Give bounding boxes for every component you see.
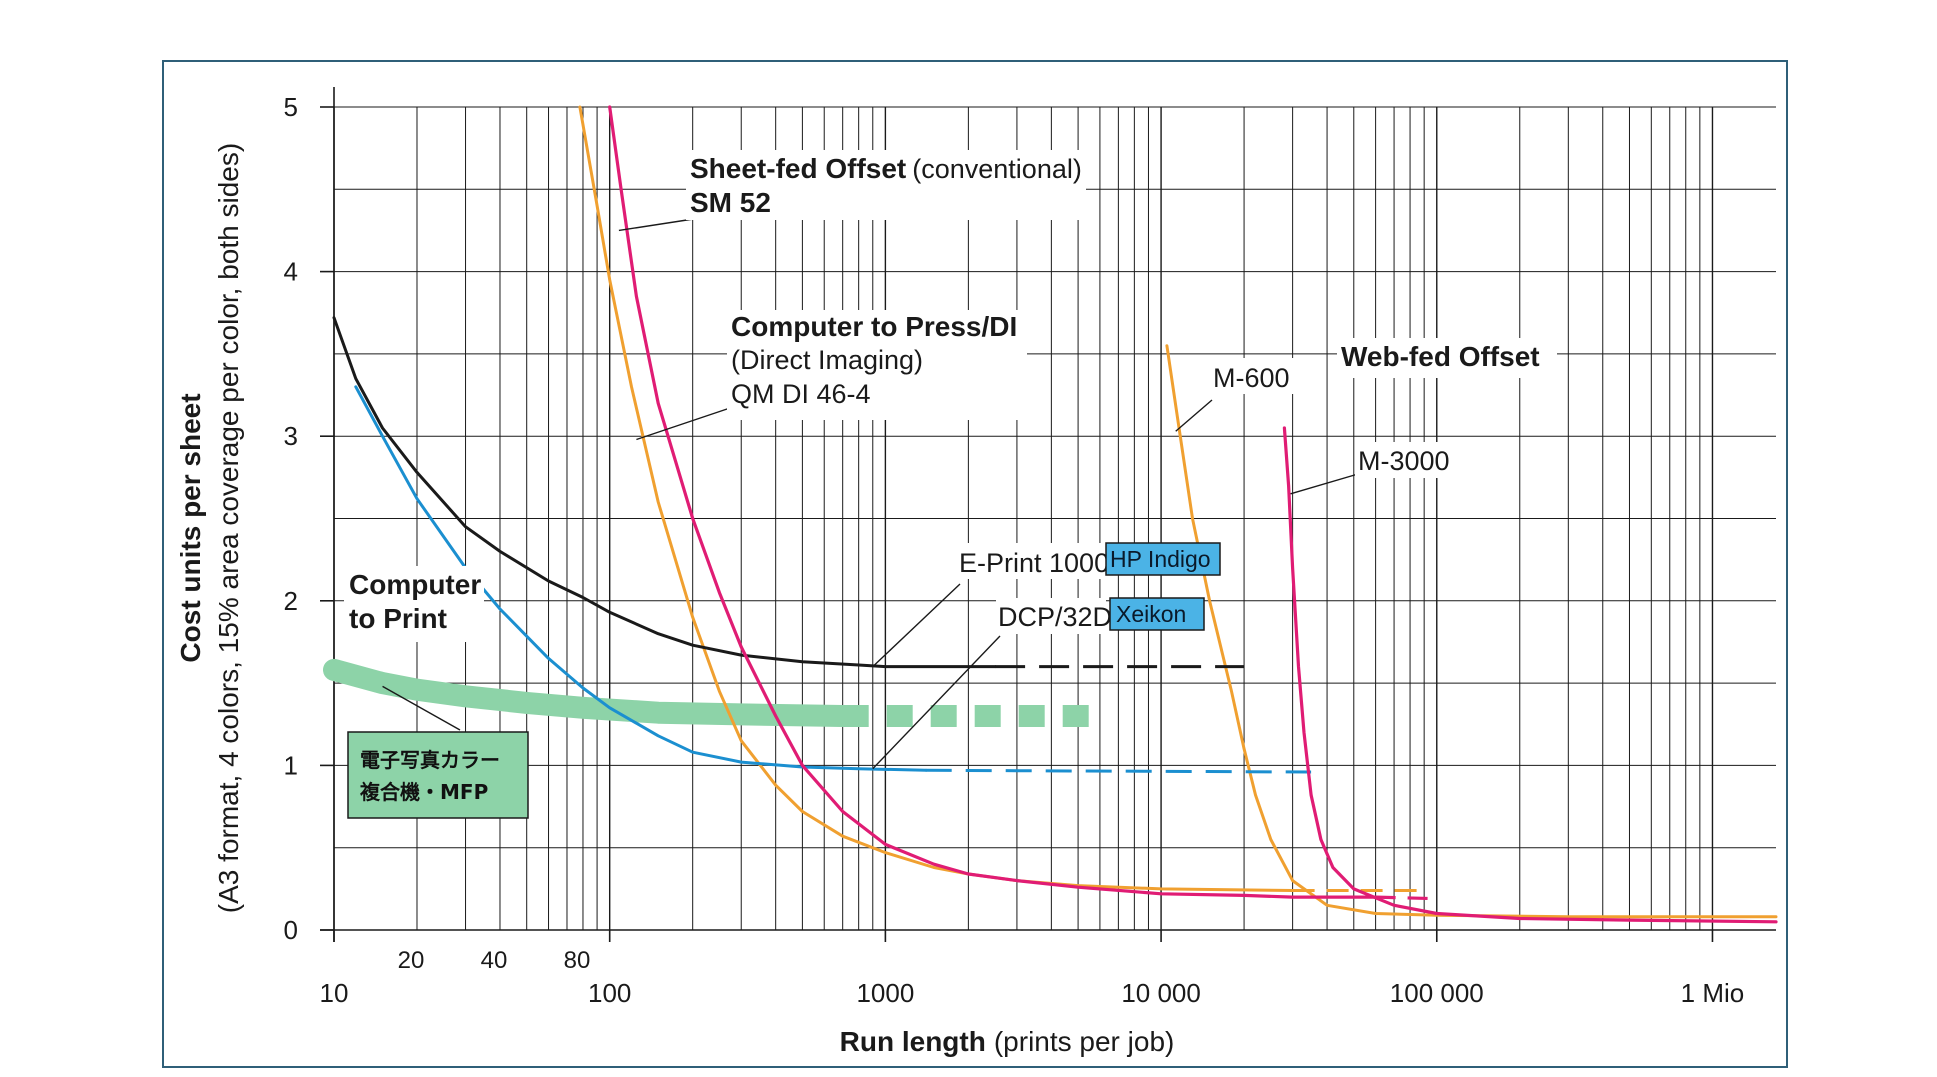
x-tick-label-minor: 20	[398, 947, 425, 974]
annotation-sm52: SM 52	[690, 187, 771, 218]
x-axis-title-rest: (prints per job)	[994, 1026, 1175, 1057]
y-axis-title-rest: (A3 format, 4 colors, 15% area coverage …	[213, 143, 244, 913]
grid	[333, 106, 1776, 930]
xeikon-badge-text: Xeikon	[1116, 601, 1186, 627]
y-tick-label: 1	[284, 750, 298, 780]
svg-text:Sheet-fed Offset(conventional): Sheet-fed Offset (conventional)	[690, 153, 1082, 184]
x-axis-title: Run length (prints per job)	[840, 1026, 1175, 1057]
series-line-m3000	[1282, 426, 1778, 924]
leader-line	[1290, 473, 1359, 495]
series-dashed-xeikon	[925, 768, 1312, 774]
annotation-m600-label: M-600	[1213, 363, 1290, 393]
annotation-sheetfed-bold: Sheet-fed Offset	[690, 153, 906, 184]
annotation-m600: M-600	[1210, 358, 1296, 394]
x-tick-label-minor: 80	[564, 947, 591, 974]
hp-indigo-badge	[1105, 542, 1221, 576]
series-line-hp_indigo	[332, 316, 997, 669]
annotation-eprint: E-Print 1000 HP Indigo	[956, 542, 1221, 579]
mfp-badge	[347, 731, 529, 819]
x-axis-title-bold: Run length	[840, 1026, 986, 1057]
x-tick-label: 10	[320, 978, 349, 1008]
series-group	[323, 105, 1778, 924]
y-tick-label: 5	[284, 92, 298, 122]
x-tick-label: 1000	[856, 978, 914, 1008]
y-tick-label: 2	[284, 586, 298, 616]
annotation-sheetfed-rest: (conventional)	[912, 154, 1082, 184]
series-line-sheetfed	[608, 105, 1378, 899]
y-tick-label: 0	[284, 915, 298, 945]
annotation-eprint-label: E-Print 1000	[959, 548, 1109, 578]
annotation-sheetfed: Sheet-fed Offset (conventional) SM 52	[686, 150, 1086, 220]
annotation-mfp-line1: 電子写真カラー	[360, 748, 500, 772]
leader-line	[382, 685, 461, 731]
annotation-ctprint-line1: Computer	[349, 569, 481, 600]
x-tick-label: 1 Mio	[1681, 978, 1745, 1008]
svg-text:Run length(prints per job): Run length (prints per job)	[840, 1026, 1175, 1057]
y-tick-label: 4	[284, 257, 298, 287]
leader-line	[618, 217, 701, 232]
x-tick-label: 10 000	[1121, 978, 1201, 1008]
annotation-ctp-di: Computer to Press/DI (Direct Imaging) QM…	[727, 310, 1027, 420]
annotation-m3000-label: M-3000	[1358, 446, 1450, 476]
series-line-m600	[1165, 344, 1778, 919]
axes: 0 1 2 3 4 5 10 100 1000 10 000 100 000 1 Mio 20 40 80	[284, 87, 1776, 1008]
annotation-mfp: 電子写真カラー 複合機・MFP	[347, 731, 529, 819]
annotations: Sheet-fed Offset (conventional) SM 52 Com…	[344, 150, 1557, 819]
annotation-m3000: M-3000	[1355, 442, 1455, 478]
leader-line	[872, 635, 1001, 770]
annotation-webfed-title: Web-fed Offset	[1341, 341, 1540, 372]
xeikon-badge	[1109, 597, 1205, 631]
y-tick-label: 3	[284, 421, 298, 451]
series-dashed-sheetfed	[1375, 895, 1437, 901]
annotation-di-line3: QM DI 46-4	[731, 379, 871, 409]
annotation-dcp: DCP/32D Xeikon	[996, 597, 1205, 634]
annotation-ctp-di-title: Computer to Press/DI	[731, 311, 1017, 342]
series-line-mfp	[323, 658, 854, 727]
x-tick-label: 100	[588, 978, 631, 1008]
leader-line	[636, 407, 731, 441]
annotation-di-line2: (Direct Imaging)	[731, 345, 923, 375]
annotation-dcp-label: DCP/32D	[998, 602, 1112, 632]
series-line-xeikon	[354, 385, 928, 772]
annotation-mfp-line2: 複合機・MFP	[360, 780, 488, 804]
hp-indigo-badge-text: HP Indigo	[1110, 546, 1211, 572]
y-axis-title: Cost units per sheet (A3 format, 4 color…	[175, 143, 244, 913]
leader-line	[1175, 399, 1213, 432]
leader-lines	[382, 217, 1359, 770]
annotation-ctprint-line2: to Print	[349, 603, 447, 634]
x-tick-label-minor: 40	[481, 947, 508, 974]
y-axis-title-bold: Cost units per sheet	[175, 393, 206, 662]
annotation-computer-to-print: Computer to Print	[344, 566, 484, 642]
leader-line	[872, 583, 961, 668]
x-tick-label: 100 000	[1390, 978, 1484, 1008]
annotation-webfed: Web-fed Offset	[1337, 338, 1557, 378]
